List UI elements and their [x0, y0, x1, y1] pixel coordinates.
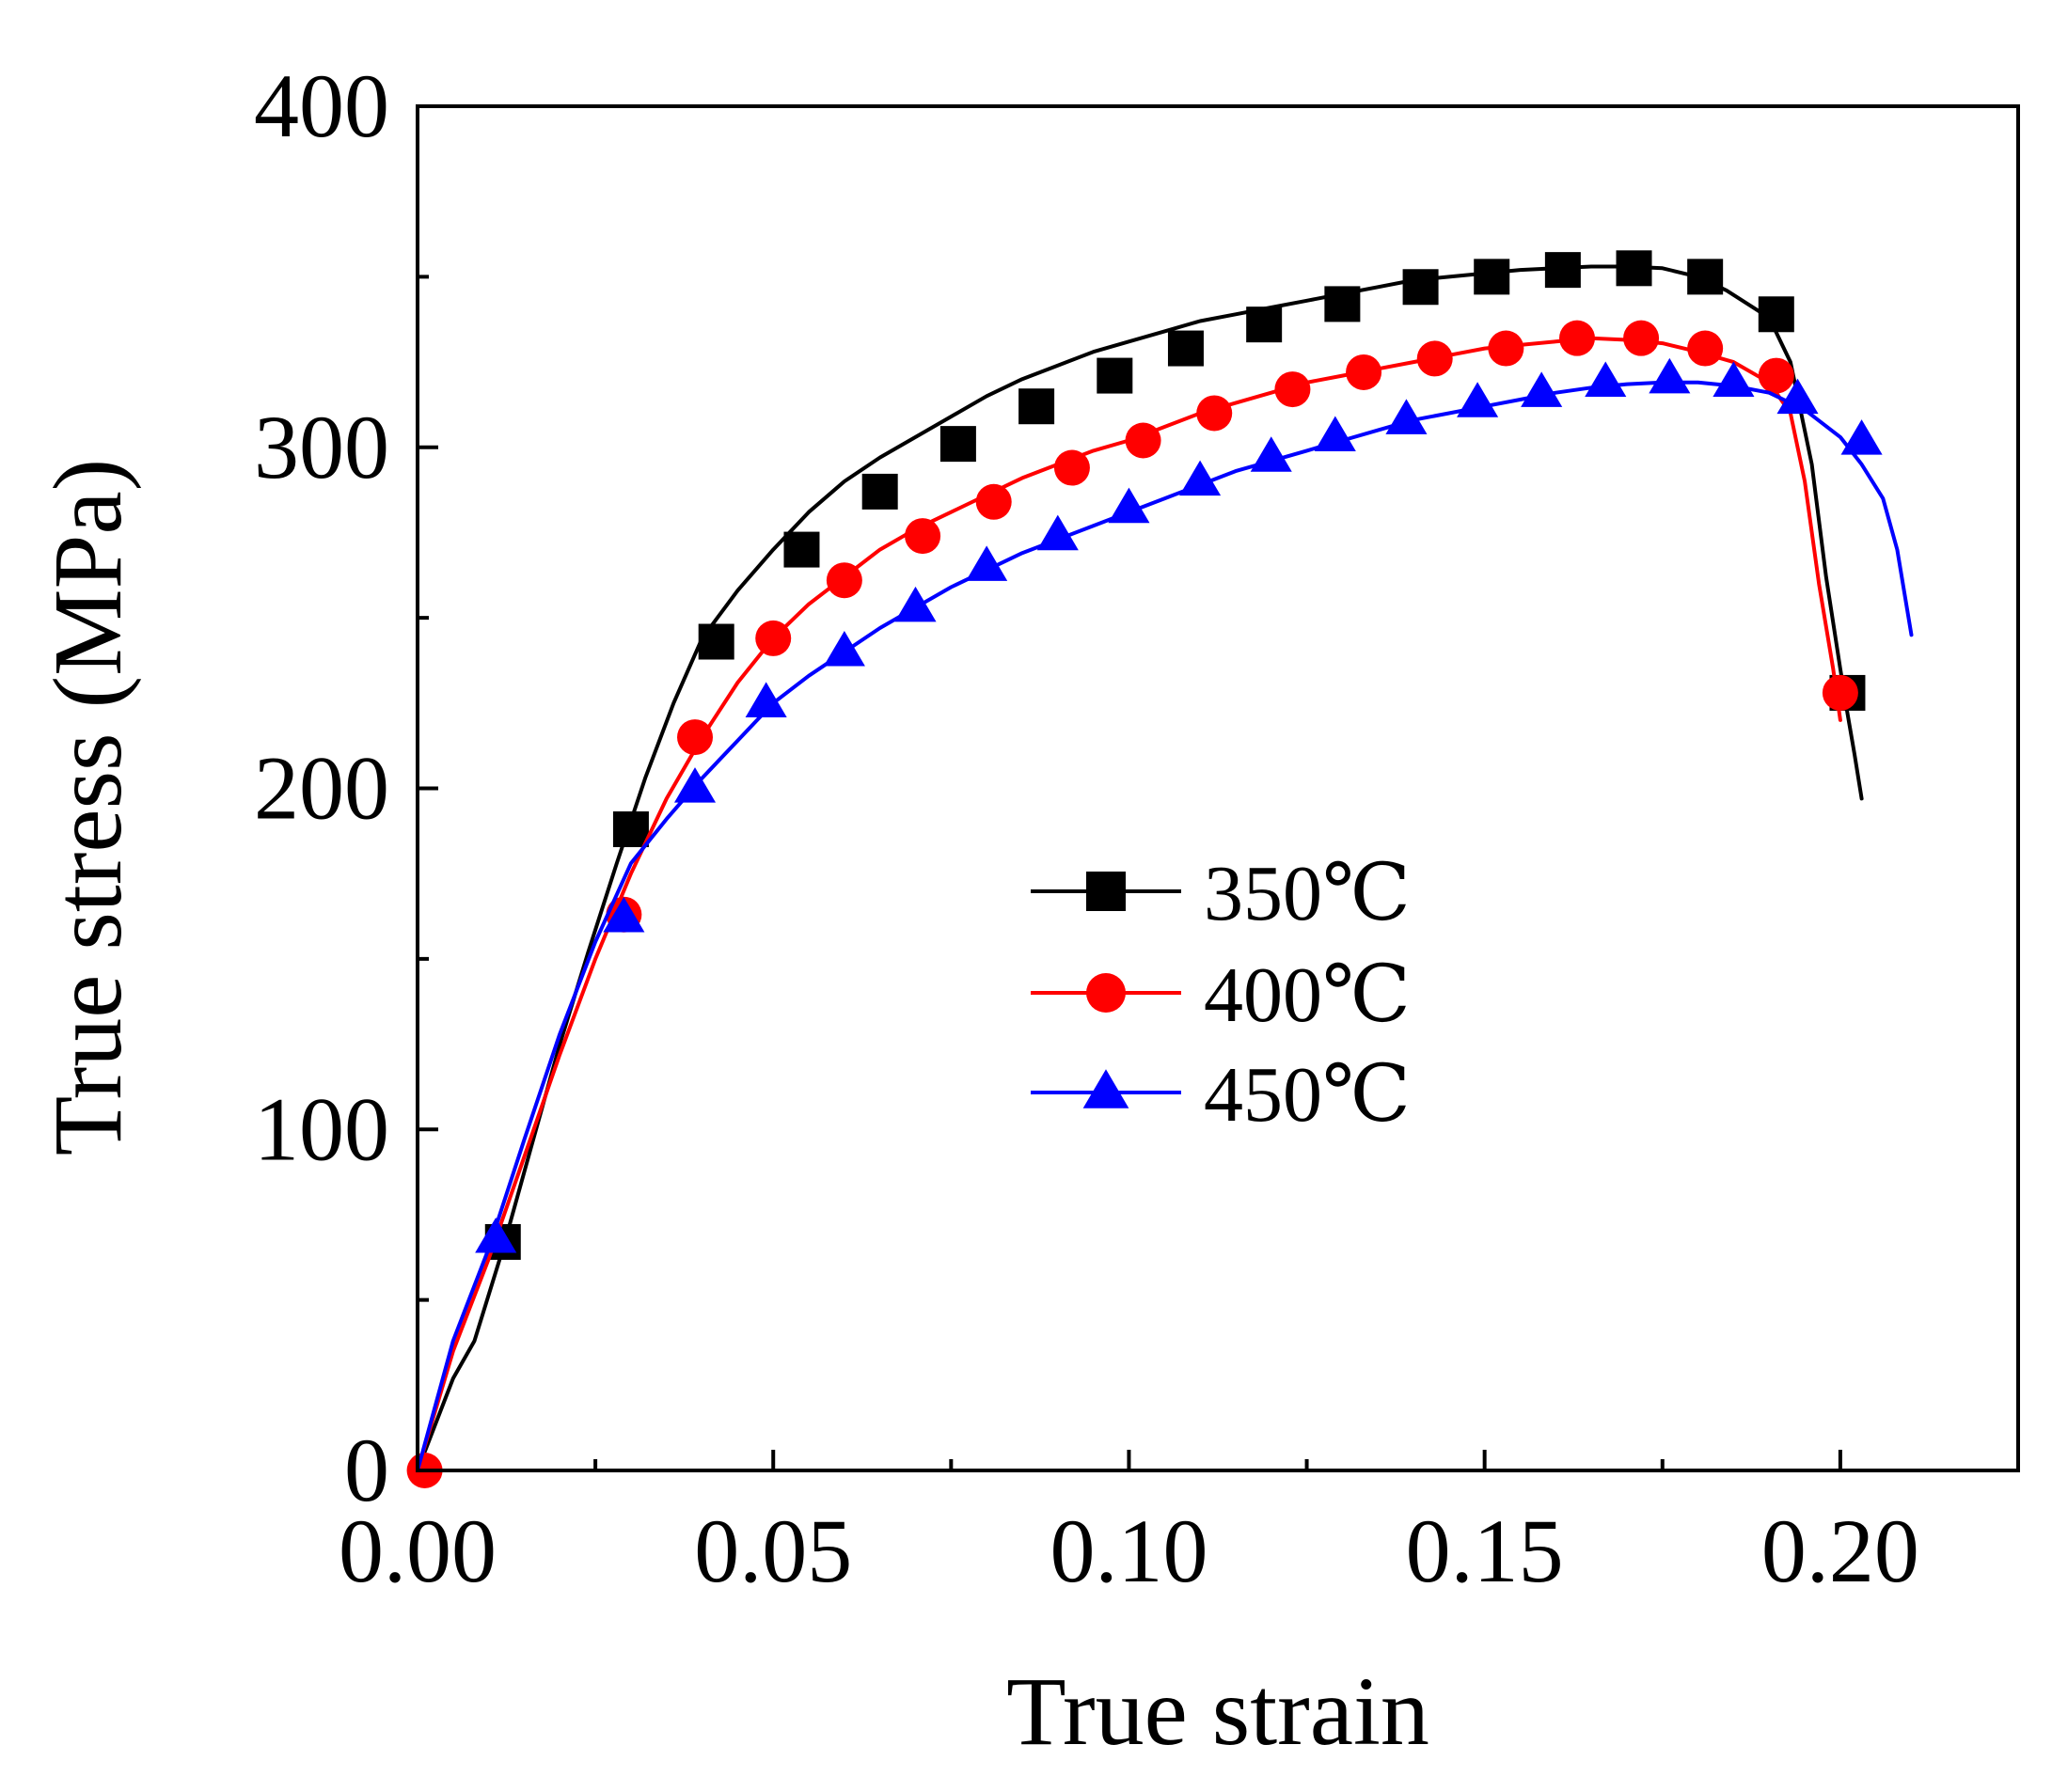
legend-entry: 350℃ — [1031, 850, 1411, 937]
y-axis-title: True stress (MPa) — [34, 459, 142, 1156]
series-2-marker — [1488, 330, 1524, 367]
series-3-marker — [1179, 460, 1222, 496]
x-tick-label: 0.15 — [1406, 1501, 1564, 1601]
series-2-marker — [975, 483, 1012, 520]
series-2-marker — [905, 518, 941, 555]
series-2-marker — [1053, 449, 1090, 486]
series-1-marker — [1402, 269, 1439, 306]
legend-marker — [1086, 973, 1126, 1013]
series-3-marker — [1776, 378, 1819, 415]
legend-marker — [1086, 872, 1126, 911]
series-1-marker — [783, 531, 820, 568]
series-2-marker — [1758, 357, 1794, 394]
series-3-marker — [823, 631, 865, 667]
y-tick-label: 300 — [254, 397, 389, 497]
series-1-marker — [1246, 307, 1283, 343]
series-3-marker — [894, 586, 937, 622]
series-2-marker — [1559, 320, 1596, 356]
series-3-marker — [1385, 399, 1428, 434]
series-3-marker — [1457, 382, 1499, 417]
series-1-marker — [698, 623, 734, 660]
series-2-marker — [1125, 422, 1161, 459]
series-3-marker — [1840, 419, 1883, 455]
legend-marker — [1082, 1069, 1129, 1108]
series-3-marker — [745, 682, 787, 717]
series-1-marker — [1018, 388, 1055, 425]
series-3-marker — [673, 767, 717, 803]
series-3-marker — [1314, 416, 1356, 452]
series-2-marker — [1623, 320, 1660, 356]
series-3-marker — [603, 896, 645, 933]
series-1-marker — [1758, 296, 1794, 333]
x-tick-label: 0.00 — [339, 1501, 497, 1601]
series-3-marker — [1713, 361, 1755, 397]
series-1-line — [416, 264, 1864, 1472]
series-1-marker — [1324, 286, 1361, 322]
series-1-marker — [939, 426, 976, 463]
series-3-marker — [1108, 487, 1150, 524]
y-tick-label: 400 — [254, 55, 389, 156]
legend: 350℃ 400℃ 450℃ — [1031, 850, 1411, 1139]
axes-layer: 0.00 0.05 0.10 0.15 0.20 0 100 200 300 400 — [254, 55, 2020, 1601]
legend-label: 450℃ — [1204, 1051, 1411, 1139]
series-1-marker — [1687, 259, 1724, 295]
x-tick-label: 0.10 — [1050, 1501, 1208, 1601]
series-2-marker — [1346, 354, 1382, 390]
series-3-marker — [966, 545, 1008, 581]
legend-label: 350℃ — [1204, 850, 1411, 937]
series-2-marker — [755, 620, 792, 656]
series-2-marker — [1416, 340, 1453, 377]
series-1-marker — [861, 473, 898, 510]
series-1 — [416, 250, 1866, 1472]
series-3-marker — [1521, 371, 1563, 407]
series-1-marker — [1544, 252, 1581, 289]
series-2-marker — [1822, 674, 1858, 711]
series-3-marker — [475, 1217, 517, 1253]
y-tick-label: 100 — [254, 1078, 389, 1179]
y-tick-label: 200 — [254, 738, 389, 839]
legend-entry: 400℃ — [1031, 951, 1411, 1039]
series-1-marker — [1167, 330, 1204, 367]
y-tick-label: 0 — [344, 1420, 389, 1520]
series-3 — [416, 357, 1914, 1472]
series-1-marker — [1474, 259, 1510, 295]
x-tick-label: 0.20 — [1761, 1501, 1919, 1601]
legend-label: 400℃ — [1204, 951, 1411, 1039]
series-2-marker — [1274, 371, 1311, 408]
series-2-marker — [826, 562, 862, 599]
series-layer — [406, 250, 1914, 1488]
series-3-marker — [1036, 514, 1079, 551]
x-axis-title: True strain — [1006, 1658, 1429, 1766]
series-1-marker — [612, 811, 649, 848]
series-2-marker — [1196, 395, 1233, 432]
series-1-marker — [1616, 250, 1652, 287]
legend-entry: 450℃ — [1031, 1051, 1411, 1139]
series-1-marker — [1097, 357, 1133, 394]
series-2-marker — [677, 719, 714, 756]
series-3-marker — [1585, 361, 1627, 397]
x-tick-label: 0.05 — [694, 1501, 852, 1601]
series-2 — [406, 320, 1858, 1488]
series-3-marker — [1649, 357, 1691, 394]
series-3-marker — [1250, 436, 1292, 472]
series-2-marker — [1687, 330, 1724, 367]
